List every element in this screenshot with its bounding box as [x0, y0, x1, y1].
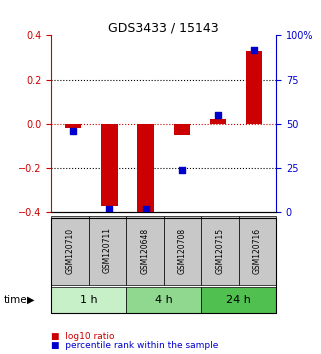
Text: GSM120708: GSM120708: [178, 227, 187, 274]
Bar: [137, 124, 154, 212]
Bar: [101, 124, 117, 206]
Text: ■  percentile rank within the sample: ■ percentile rank within the sample: [51, 342, 219, 350]
Text: GSM120648: GSM120648: [141, 227, 150, 274]
Text: 1 h: 1 h: [80, 295, 98, 305]
Point: [215, 112, 221, 118]
Point: [252, 47, 257, 52]
Text: 24 h: 24 h: [226, 295, 251, 305]
Text: ▶: ▶: [27, 295, 34, 305]
Bar: [210, 119, 226, 124]
Text: time: time: [3, 295, 27, 305]
Point: [107, 206, 112, 212]
Point: [71, 128, 76, 134]
Title: GDS3433 / 15143: GDS3433 / 15143: [108, 21, 219, 34]
Bar: [65, 124, 81, 128]
Bar: [246, 51, 263, 124]
Text: GSM120710: GSM120710: [65, 227, 74, 274]
Text: GSM120716: GSM120716: [253, 227, 262, 274]
Text: ■  log10 ratio: ■ log10 ratio: [51, 332, 115, 341]
Point: [179, 167, 184, 173]
Text: GSM120715: GSM120715: [215, 227, 224, 274]
Bar: [174, 124, 190, 135]
Text: 4 h: 4 h: [155, 295, 173, 305]
Text: GSM120711: GSM120711: [103, 228, 112, 273]
Point: [143, 206, 148, 212]
